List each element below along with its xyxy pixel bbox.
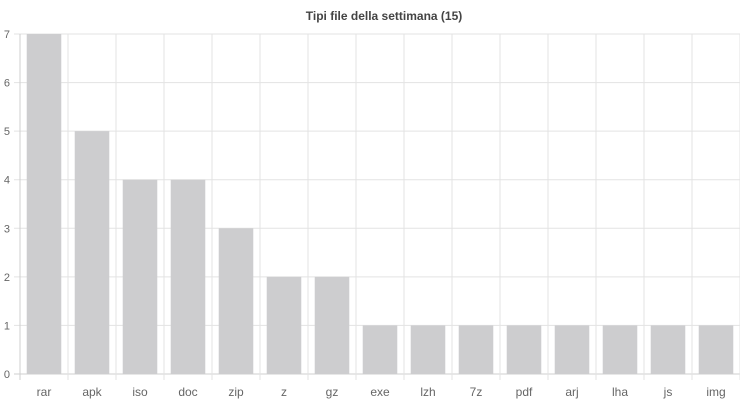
x-tick-label: pdf [516,385,533,399]
bar-7z[interactable] [458,325,494,374]
y-tick-label: 1 [4,320,10,332]
y-tick-label: 6 [4,78,10,90]
bar-zip[interactable] [218,228,254,374]
x-tick-label: 7z [470,385,483,399]
bar-apk[interactable] [74,131,110,374]
x-tick-label: lzh [420,385,435,399]
x-tick-label: lha [612,385,628,399]
bar-arj[interactable] [554,325,590,374]
bar-js[interactable] [650,325,686,374]
x-tick-label: exe [370,385,390,399]
bar-pdf[interactable] [506,325,542,374]
y-tick-label: 4 [4,175,10,187]
bar-z[interactable] [266,276,302,374]
y-tick-label: 2 [4,272,10,284]
grid-lines [14,33,740,380]
x-tick-label: apk [82,385,102,399]
bar-exe[interactable] [362,325,398,374]
y-tick-label: 7 [4,29,10,41]
bar-img[interactable] [698,325,734,374]
x-tick-label: iso [132,385,148,399]
x-tick-label: gz [326,385,339,399]
chart-title: Tipi file della settimana (15) [306,9,463,23]
bar-lzh[interactable] [410,325,446,374]
bar-doc[interactable] [170,179,206,374]
x-tick-label: doc [178,385,197,399]
bar-gz[interactable] [314,276,350,374]
bars [26,34,734,374]
x-axis: rar apk iso doc zip z gz exe lzh 7z pdf arj lha js img [37,385,726,399]
x-tick-label: js [663,385,673,399]
y-tick-label: 3 [4,223,10,235]
y-axis: 0 1 2 3 4 5 6 7 [4,29,10,381]
x-tick-label: z [281,385,287,399]
x-tick-label: img [706,385,725,399]
y-tick-label: 5 [4,126,10,138]
bar-iso[interactable] [122,179,158,374]
x-tick-label: zip [228,385,244,399]
x-tick-label: arj [565,385,578,399]
bar-lha[interactable] [602,325,638,374]
y-tick-label: 0 [4,369,10,381]
x-tick-label: rar [37,385,52,399]
bar-rar[interactable] [26,34,62,374]
